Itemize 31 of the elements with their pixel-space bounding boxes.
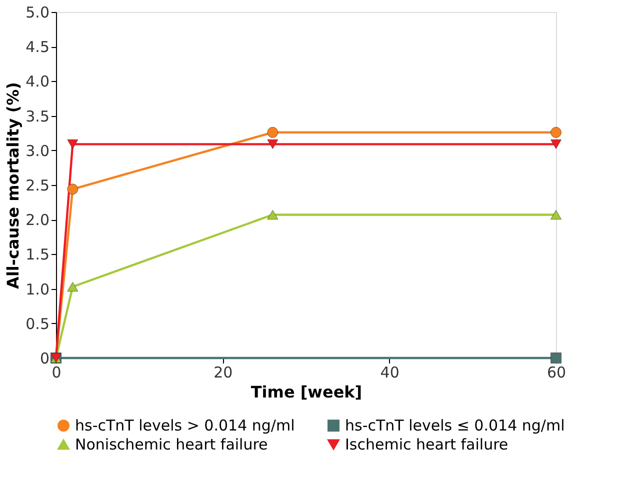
point: [67, 139, 78, 149]
y-tick-label: 5.0: [26, 4, 50, 22]
legend-label: Ischemic heart failure: [345, 436, 508, 454]
point: [67, 282, 78, 292]
x-axis-title: Time [week]: [250, 382, 362, 402]
y-tick-label: 2.0: [26, 211, 50, 230]
legend-label: hs-cTnT levels > 0.014 ng/ml: [75, 416, 295, 435]
x-tick-label: 60: [546, 364, 566, 382]
y-tick-label: 3.0: [26, 142, 50, 160]
y-tick-label: 0: [40, 350, 50, 368]
y-tick-label: 4.5: [26, 38, 50, 56]
y-tick-label: 3.5: [26, 107, 50, 126]
y-tick-label: 2.5: [26, 176, 50, 194]
point: [267, 127, 278, 138]
y-tick-label: 1.0: [26, 280, 50, 298]
point: [67, 184, 78, 195]
point: [550, 352, 562, 364]
point: [550, 127, 562, 138]
y-axis-title: All-cause mortality (%): [4, 82, 23, 289]
legend-label: hs-cTnT levels ≤ 0.014 ng/ml: [345, 416, 565, 435]
point: [267, 139, 278, 149]
x-tick-label: 40: [380, 364, 400, 382]
x-tick-label: 20: [214, 364, 233, 382]
point: [267, 210, 278, 220]
point: [550, 210, 562, 220]
y-tick-label: 0.5: [26, 314, 50, 333]
y-tick-label: 1.5: [26, 246, 50, 264]
point: [550, 139, 562, 149]
legend-label: Nonischemic heart failure: [75, 436, 268, 454]
y-tick-label: 4.0: [26, 72, 50, 91]
x-tick-label: 0: [52, 364, 62, 382]
